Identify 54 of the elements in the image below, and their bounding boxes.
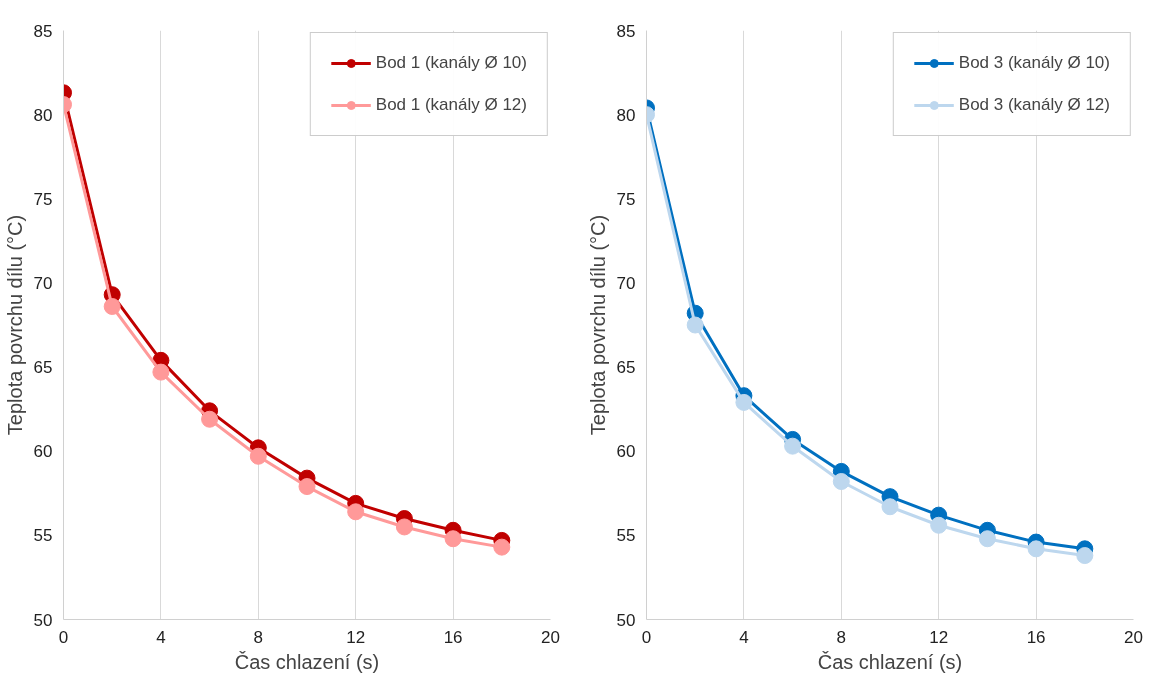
- point: [103, 298, 121, 315]
- x-tick-label: 12: [346, 627, 366, 647]
- y-tick-label: 75: [33, 189, 53, 209]
- legend-label: Bod 3 (kanály Ø 10): [958, 53, 1110, 73]
- y-tick-label: 60: [616, 442, 636, 462]
- y-tick-label: 80: [616, 105, 636, 125]
- point: [152, 363, 170, 381]
- x-tick-label: 4: [156, 627, 166, 647]
- x-tick-label: 4: [739, 627, 749, 647]
- y-tick-label: 70: [33, 273, 53, 293]
- y-tick-label: 50: [33, 610, 53, 630]
- x-tick-label: 20: [541, 627, 560, 647]
- x-axis-title: Čas chlazení (s): [234, 650, 380, 673]
- y-axis-title: Teplota povrchu dílu (°C): [586, 214, 609, 436]
- legend-label: Bod 1 (kanály Ø 10): [375, 53, 527, 73]
- point: [493, 538, 511, 556]
- y-tick-label: 60: [33, 442, 53, 462]
- x-tick-label: 8: [836, 627, 847, 647]
- point: [395, 518, 413, 536]
- x-tick-label: 8: [253, 627, 264, 647]
- y-tick-label: 50: [616, 610, 636, 630]
- y-tick-label: 80: [33, 105, 53, 125]
- point: [1027, 540, 1045, 558]
- legend-label: Bod 1 (kanály Ø 12): [375, 95, 527, 115]
- point: [1076, 547, 1094, 565]
- x-tick-label: 0: [641, 627, 652, 647]
- point: [735, 393, 753, 411]
- point: [201, 410, 219, 428]
- x-axis-title: Čas chlazení (s): [817, 650, 963, 673]
- y-tick-label: 65: [616, 358, 636, 378]
- point: [832, 473, 850, 490]
- y-tick-label: 70: [616, 273, 636, 293]
- y-tick-label: 55: [616, 526, 636, 546]
- y-tick-label: 75: [616, 189, 636, 209]
- point: [444, 530, 462, 548]
- x-tick-label: 12: [929, 627, 949, 647]
- point: [249, 447, 267, 465]
- x-tick-label: 16: [1026, 627, 1046, 647]
- x-tick-label: 20: [1124, 627, 1143, 647]
- point: [686, 316, 704, 334]
- point: [930, 516, 948, 534]
- point: [298, 478, 316, 496]
- y-axis-title: Teplota povrchu dílu (°C): [3, 214, 26, 436]
- point: [881, 498, 899, 516]
- point: [978, 530, 996, 548]
- point: [784, 437, 802, 455]
- legend-label: Bod 3 (kanály Ø 12): [958, 95, 1110, 115]
- point: [347, 503, 365, 521]
- y-tick-label: 85: [616, 21, 636, 41]
- x-tick-label: 0: [58, 627, 69, 647]
- y-tick-label: 55: [33, 526, 53, 546]
- x-tick-label: 16: [443, 627, 463, 647]
- y-tick-label: 85: [33, 21, 53, 41]
- y-tick-label: 65: [33, 358, 53, 378]
